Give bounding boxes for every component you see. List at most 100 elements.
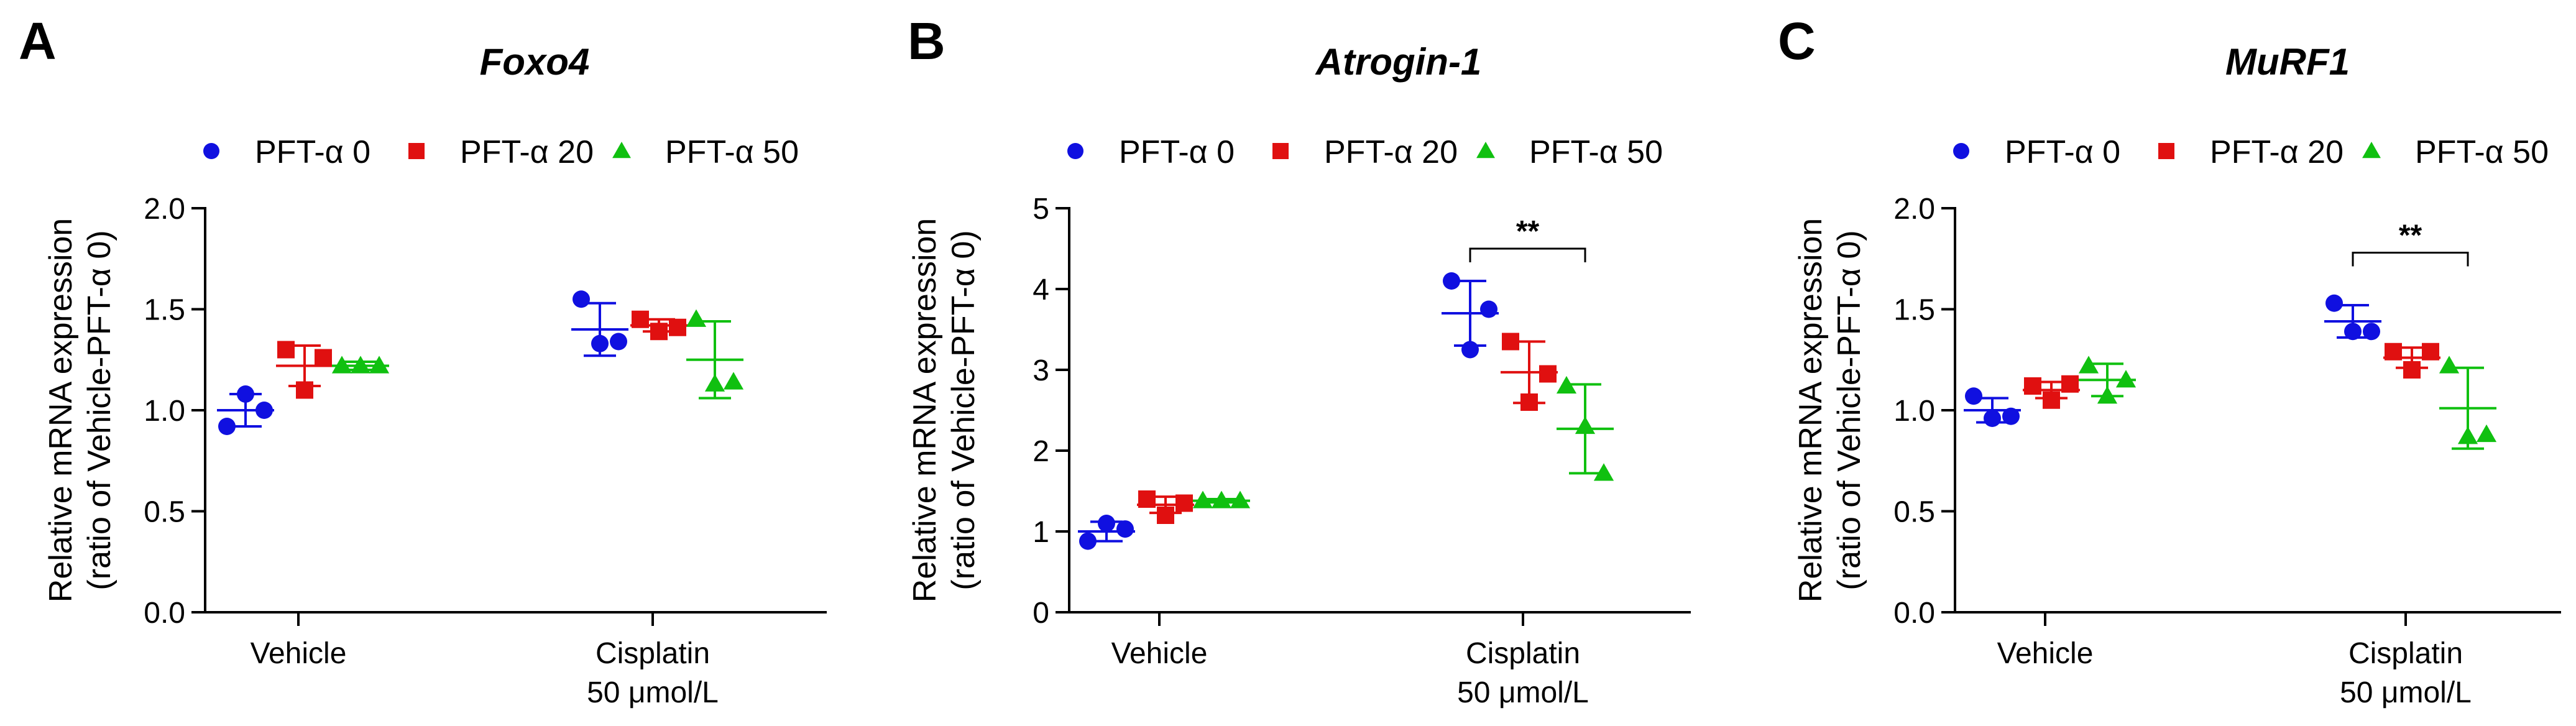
y-tick-label: 4 <box>1033 273 1049 306</box>
legend-marker <box>1953 143 1969 159</box>
legend-marker <box>1476 142 1495 159</box>
data-point <box>1480 300 1497 318</box>
chart-panel-c: C MuRF1 PFT-α 0 PFT-α 20 PFT-α 50 0.0 0.5 1.0 1.… <box>1778 12 2561 709</box>
data-point <box>1211 490 1232 508</box>
data-point <box>1192 490 1213 508</box>
legend-marker <box>2158 143 2174 159</box>
data-point <box>2385 342 2402 361</box>
data-point <box>573 290 590 308</box>
legend-entry: PFT-α 0 <box>1119 134 1235 170</box>
legend-entry: PFT-α 50 <box>2415 134 2549 170</box>
data-point <box>1965 387 1982 405</box>
y-tick-label: 1.5 <box>1893 294 1935 327</box>
data-point <box>591 334 609 352</box>
data-point <box>2325 294 2343 312</box>
significance-bracket <box>2352 252 2469 267</box>
y-tick-label: 1.5 <box>144 294 185 327</box>
legend-entry: PFT-α 0 <box>255 134 370 170</box>
legend-entry: PFT-α 20 <box>2210 134 2344 170</box>
data-point <box>369 356 390 374</box>
y-tick-label: 2 <box>1033 435 1049 468</box>
y-tick-label: 1 <box>1033 516 1049 549</box>
chart-title: MuRF1 <box>2225 41 2350 83</box>
data-point <box>1593 463 1614 481</box>
y-tick-label: 0.5 <box>1893 496 1935 529</box>
data-point <box>632 310 649 328</box>
data-point <box>2078 356 2099 374</box>
data-point <box>296 381 313 399</box>
y-tick-label: 0.0 <box>1893 597 1935 630</box>
legend-entry: PFT-α 20 <box>460 134 594 170</box>
legend-entry: PFT-α 20 <box>1324 134 1458 170</box>
data-point <box>2457 426 2478 444</box>
significance-label: ** <box>1516 215 1540 248</box>
data-point <box>218 418 236 435</box>
panel-letter: B <box>908 12 945 70</box>
significance-bracket <box>1469 247 1586 262</box>
y-axis-label: Relative mRNA expression <box>1793 218 1829 602</box>
legend-entry: PFT-α 50 <box>665 134 799 170</box>
y-axis-label: Relative mRNA expression <box>907 218 943 602</box>
significance-label: ** <box>2399 219 2422 252</box>
x-tick-label: Vehicle <box>1111 637 1208 670</box>
data-point <box>1175 494 1193 512</box>
data-point <box>610 333 627 351</box>
y-tick-label: 3 <box>1033 354 1049 387</box>
x-tick-label: Vehicle <box>1997 637 2094 670</box>
x-tick-sublabel: 50 μmol/L <box>2340 676 2472 709</box>
data-point <box>1556 375 1577 394</box>
data-point <box>255 402 273 419</box>
y-axis-label-secondary: (ratio of Vehicle-PFT-α 0) <box>945 230 982 590</box>
data-point <box>2344 323 2362 341</box>
data-point <box>1157 507 1174 524</box>
y-tick-label: 2.0 <box>1893 193 1935 226</box>
y-tick-label: 2.0 <box>144 193 185 226</box>
y-tick-label: 1.0 <box>1893 395 1935 428</box>
data-point <box>2061 375 2079 393</box>
data-point <box>2002 407 2020 425</box>
legend-marker <box>2362 142 2381 159</box>
data-point <box>1116 520 1134 538</box>
data-point <box>2476 424 2497 443</box>
legend-marker <box>203 143 219 159</box>
data-point <box>277 341 295 359</box>
data-point <box>350 356 371 374</box>
data-point <box>1443 272 1460 290</box>
data-point <box>2115 370 2137 388</box>
data-point <box>315 349 332 367</box>
data-point <box>1539 365 1557 383</box>
x-tick-label: Cisplatin <box>596 637 710 670</box>
data-point <box>1461 341 1479 359</box>
legend-marker <box>1067 143 1083 159</box>
data-point <box>1575 416 1596 434</box>
data-point <box>1098 515 1115 532</box>
y-tick-label: 5 <box>1033 193 1049 226</box>
data-point <box>237 385 254 403</box>
x-tick-label: Cisplatin <box>1466 637 1580 670</box>
data-point <box>1079 532 1097 550</box>
y-tick-label: 0.5 <box>144 496 185 529</box>
legend-entry: PFT-α 50 <box>1529 134 1663 170</box>
chart-title: Foxo4 <box>480 41 590 83</box>
y-tick-label: 0 <box>1033 597 1049 630</box>
data-point <box>1230 490 1251 508</box>
data-point <box>2043 391 2060 409</box>
chart-title: Atrogin-1 <box>1315 41 1482 83</box>
x-tick-label: Vehicle <box>251 637 347 670</box>
legend-marker <box>612 142 631 159</box>
data-point <box>650 323 668 341</box>
y-axis-label-secondary: (ratio of Vehicle-PFT-α 0) <box>81 230 117 590</box>
legend-marker <box>408 143 425 159</box>
legend-entry: PFT-α 0 <box>2005 134 2120 170</box>
data-point <box>1984 410 2001 427</box>
chart-panel-a: A Foxo4 PFT-α 0 PFT-α 20 PFT-α 50 0.0 0.5 1.0 1.… <box>19 12 827 709</box>
chart-panel-b: B Atrogin-1 PFT-α 0 PFT-α 20 PFT-α 50 0 1 2 3 4 5 R… <box>907 12 1691 709</box>
data-point <box>1520 393 1538 411</box>
y-tick-label: 0.0 <box>144 597 185 630</box>
data-point <box>669 318 686 336</box>
data-point <box>704 374 725 392</box>
y-axis-label: Relative mRNA expression <box>43 218 79 602</box>
data-point <box>1138 490 1156 508</box>
legend-marker <box>1272 143 1289 159</box>
